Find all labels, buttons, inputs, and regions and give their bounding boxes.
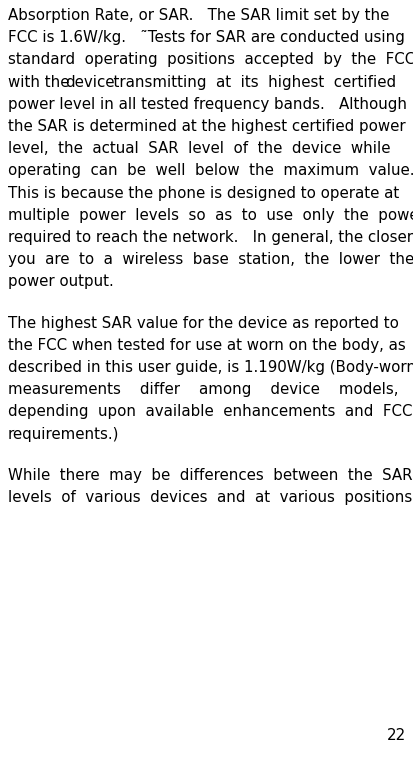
Text: depending  upon  available  enhancements  and  FCC: depending upon available enhancements an…	[8, 404, 411, 419]
Text: the FCC when tested for use at worn on the body, as: the FCC when tested for use at worn on t…	[8, 338, 405, 353]
Text: level,  the  actual  SAR  level  of  the  device  while: level, the actual SAR level of the devic…	[8, 142, 389, 156]
Text: requirements.): requirements.)	[8, 427, 119, 441]
Text: device: device	[65, 75, 115, 90]
Text: required to reach the network.   In general, the closer: required to reach the network. In genera…	[8, 230, 412, 245]
Text: power level in all tested frequency bands.   Although: power level in all tested frequency band…	[8, 97, 406, 112]
Text: operating  can  be  well  below  the  maximum  value.: operating can be well below the maximum …	[8, 164, 413, 178]
Text: While  there  may  be  differences  between  the  SAR: While there may be differences between t…	[8, 468, 411, 482]
Text: power output.: power output.	[8, 275, 114, 289]
Text: FCC is 1.6W/kg.   ˜Tests for SAR are conducted using: FCC is 1.6W/kg. ˜Tests for SAR are condu…	[8, 30, 404, 45]
Text: you  are  to  a  wireless  base  station,  the  lower  the: you are to a wireless base station, the …	[8, 252, 413, 267]
Text: the SAR is determined at the highest certified power: the SAR is determined at the highest cer…	[8, 119, 405, 134]
Text: levels  of  various  devices  and  at  various  positions,: levels of various devices and at various…	[8, 490, 413, 505]
Text: 22: 22	[386, 728, 405, 743]
Text: with the: with the	[8, 75, 74, 90]
Text: Absorption Rate, or SAR.   The SAR limit set by the: Absorption Rate, or SAR. The SAR limit s…	[8, 8, 389, 23]
Text: transmitting  at  its  highest  certified: transmitting at its highest certified	[103, 75, 395, 90]
Text: The highest SAR value for the device as reported to: The highest SAR value for the device as …	[8, 316, 398, 330]
Text: described in this user guide, is 1.190W/kg (Body-worn: described in this user guide, is 1.190W/…	[8, 360, 413, 375]
Text: standard  operating  positions  accepted  by  the  FCC: standard operating positions accepted by…	[8, 53, 413, 68]
Text: This is because the phone is designed to operate at: This is because the phone is designed to…	[8, 186, 398, 201]
Text: multiple  power  levels  so  as  to  use  only  the  power: multiple power levels so as to use only …	[8, 208, 413, 223]
Text: measurements    differ    among    device    models,: measurements differ among device models,	[8, 382, 398, 397]
